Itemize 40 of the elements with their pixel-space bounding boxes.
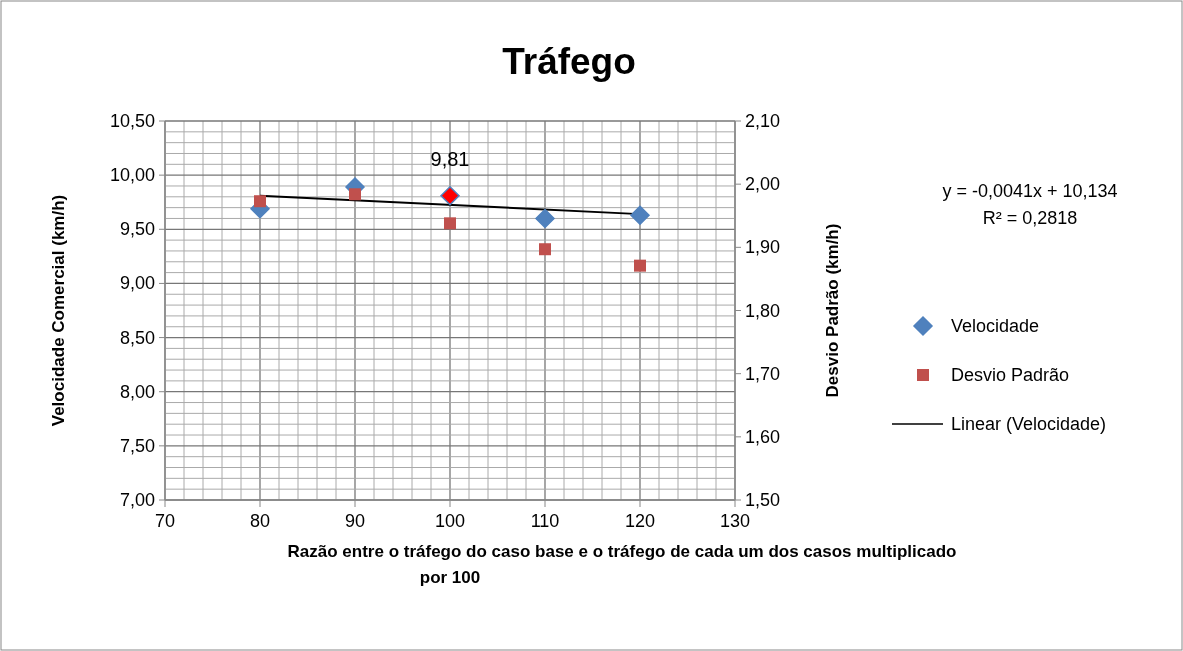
point: [349, 188, 361, 201]
point: [630, 205, 650, 225]
y-tick-label: 9,50: [119, 219, 155, 240]
y-tick-label: 8,50: [119, 327, 155, 348]
y-tick-label: 7,50: [119, 435, 155, 456]
text: R² = 0,2818: [982, 208, 1078, 228]
legend-label: Linear (Velocidade): [951, 414, 1107, 434]
y-axis-title: Velocidade Comercial (km/h): [49, 194, 68, 427]
point: [634, 259, 646, 272]
y2-tick-label: 2,10: [745, 111, 781, 131]
text: y = -0,0041x + 10,134: [942, 181, 1118, 201]
x-tick-label: 130: [719, 511, 751, 531]
x-tick-label: 90: [344, 511, 366, 531]
x-tick-label: 110: [530, 511, 560, 531]
y2-tick-label: 2,00: [745, 174, 781, 195]
y2-axis-title: Desvio Padrão (km/h): [823, 223, 842, 398]
legend-label: Desvio Padrão: [951, 365, 1070, 385]
y-tick-label: 10,50: [109, 111, 155, 131]
y2-tick-label: 1,50: [745, 490, 781, 510]
point: [444, 217, 456, 230]
legend-label: Velocidade: [951, 316, 1040, 336]
point: [539, 243, 551, 256]
y-tick-label: 8,00: [119, 381, 155, 402]
x-tick-label: 100: [434, 511, 466, 531]
chart-title: Tráfego: [502, 41, 636, 82]
point: [440, 185, 460, 206]
x-axis-title: Razão entre o tráfego do caso base e o tráfego de cada um dos casos multiplicado por 100: [287, 542, 957, 587]
point: [254, 195, 266, 208]
y2-tick-label: 1,90: [745, 237, 781, 258]
x-tick-label: 80: [249, 511, 271, 531]
data-label: 9,81: [430, 147, 470, 170]
point: [535, 208, 555, 229]
x-tick-label: 70: [154, 511, 176, 531]
y-tick-label: 9,00: [119, 273, 155, 294]
x-tick-label: 120: [624, 511, 656, 531]
y2-tick-label: 1,60: [745, 426, 781, 447]
y2-tick-label: 1,70: [745, 363, 781, 384]
y2-tick-label: 1,80: [745, 300, 781, 321]
y-tick-label: 7,00: [119, 490, 155, 510]
y-tick-label: 10,00: [109, 165, 155, 186]
